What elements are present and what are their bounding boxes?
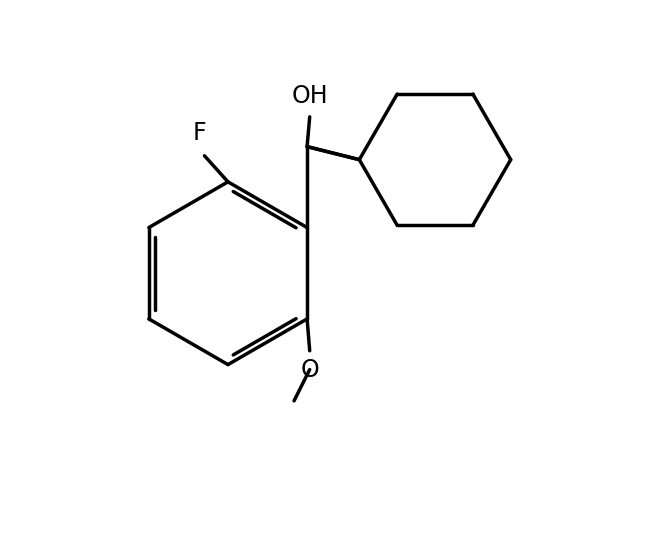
Text: OH: OH [291, 85, 328, 108]
Text: F: F [192, 121, 206, 145]
Text: O: O [300, 358, 319, 382]
